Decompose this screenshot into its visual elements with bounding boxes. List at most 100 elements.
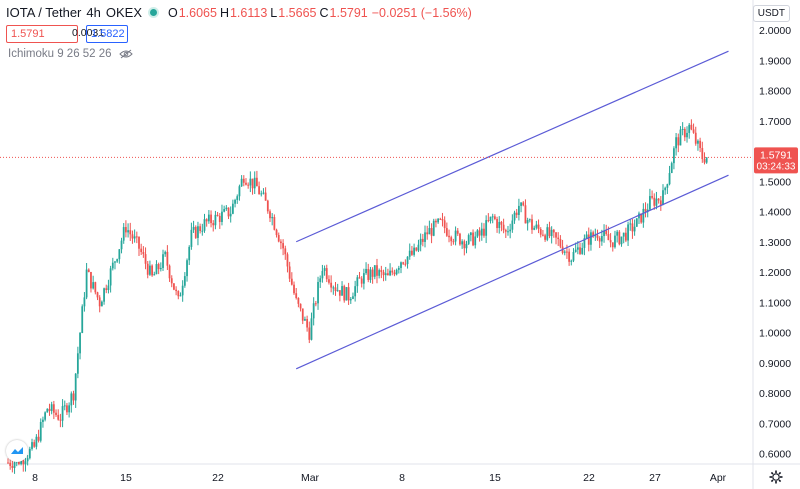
candle-body bbox=[411, 250, 413, 255]
close-label: C bbox=[319, 5, 329, 20]
candle-body bbox=[443, 220, 446, 229]
x-tick-label: Apr bbox=[710, 472, 727, 484]
candle-body bbox=[607, 234, 610, 241]
x-tick-label: 22 bbox=[583, 472, 595, 484]
candle-body bbox=[651, 196, 653, 198]
candle-body bbox=[293, 284, 295, 294]
candle-body bbox=[116, 259, 119, 262]
candle-body bbox=[146, 263, 149, 275]
candle-body bbox=[135, 236, 138, 238]
candle-body bbox=[328, 279, 330, 283]
candle-body bbox=[264, 192, 267, 201]
candle-body bbox=[9, 462, 12, 466]
candle-body bbox=[275, 229, 278, 236]
candle-body bbox=[483, 228, 485, 236]
channel-upper-line[interactable] bbox=[295, 50, 729, 243]
eye-off-icon[interactable] bbox=[118, 49, 133, 59]
buy-price-button[interactable]: 1.5822 bbox=[86, 25, 128, 43]
candle-body bbox=[7, 462, 9, 464]
time-axis[interactable]: 8 15 22 Mar 8 15 22 27 Apr bbox=[32, 472, 727, 484]
sell-price-button[interactable]: 1.5791 bbox=[6, 25, 78, 43]
candle-body bbox=[668, 173, 671, 185]
candle-body bbox=[323, 268, 326, 271]
candle-body bbox=[35, 436, 38, 447]
candle-body bbox=[114, 261, 116, 263]
candle-body bbox=[214, 214, 217, 226]
candle-body bbox=[72, 393, 75, 401]
candle-body bbox=[120, 240, 123, 250]
channel-lower-line[interactable] bbox=[295, 174, 729, 370]
x-tick-label: 15 bbox=[120, 472, 132, 484]
candle-body bbox=[703, 159, 706, 163]
candle-body bbox=[498, 221, 501, 229]
candle-body bbox=[424, 232, 426, 242]
candle-body bbox=[94, 282, 97, 293]
candle-body bbox=[341, 286, 343, 296]
tradingview-logo-icon[interactable] bbox=[6, 440, 28, 462]
candle-body bbox=[103, 288, 105, 302]
candle-body bbox=[683, 128, 686, 138]
candle-body bbox=[376, 265, 378, 276]
y-tick-label: 0.9000 bbox=[759, 358, 791, 370]
candle-body bbox=[629, 223, 632, 225]
candle-body bbox=[352, 296, 354, 299]
candle-body bbox=[640, 213, 643, 223]
symbol-name[interactable]: IOTA / Tether bbox=[6, 5, 82, 20]
candle-body bbox=[600, 236, 603, 242]
candle-body bbox=[138, 236, 140, 249]
candle-body bbox=[22, 458, 25, 465]
y-tick-label: 1.7000 bbox=[759, 116, 791, 128]
candle-body bbox=[605, 230, 608, 235]
candle-body bbox=[675, 137, 677, 149]
currency-button[interactable]: USDT bbox=[752, 5, 790, 22]
candle-body bbox=[507, 231, 509, 233]
candle-body bbox=[594, 235, 597, 237]
candle-body bbox=[133, 236, 136, 239]
candle-body bbox=[345, 287, 348, 301]
candle-body bbox=[467, 235, 470, 244]
candle-body bbox=[273, 217, 276, 230]
candle-body bbox=[537, 224, 540, 229]
candle-body bbox=[393, 272, 396, 275]
candle-body bbox=[395, 269, 398, 275]
candle-body bbox=[321, 270, 324, 279]
candle-body bbox=[286, 254, 289, 267]
indicator-name: Ichimoku 9 26 52 26 bbox=[8, 48, 112, 60]
settings-gear-icon[interactable] bbox=[769, 470, 783, 484]
candle-body bbox=[491, 216, 494, 218]
price-tag-countdown: 03:24:33 bbox=[757, 161, 796, 172]
candle-body bbox=[387, 273, 389, 276]
candle-body bbox=[356, 277, 359, 287]
candle-body bbox=[520, 202, 522, 206]
candle-body bbox=[20, 458, 22, 465]
candle-body bbox=[555, 232, 557, 238]
candle-body bbox=[426, 232, 429, 235]
y-tick-label: 1.8000 bbox=[759, 86, 791, 98]
y-tick-label: 0.7000 bbox=[759, 418, 791, 430]
indicator-legend[interactable]: Ichimoku 9 26 52 26 bbox=[8, 48, 133, 60]
candle-body bbox=[28, 448, 31, 459]
low-label: L bbox=[270, 5, 278, 20]
candle-body bbox=[258, 186, 260, 195]
candle-body bbox=[170, 278, 173, 284]
candle-body bbox=[590, 232, 592, 245]
candle-body bbox=[452, 241, 455, 243]
candle-body bbox=[194, 226, 197, 238]
candle-body bbox=[450, 237, 453, 242]
x-tick-label: 27 bbox=[649, 472, 661, 484]
price-axis[interactable]: 2.00001.90001.80001.70001.60001.50001.40… bbox=[759, 25, 791, 461]
candle-body bbox=[611, 242, 614, 248]
candle-body bbox=[299, 303, 302, 309]
candle-body bbox=[533, 227, 536, 230]
interval[interactable]: 4h bbox=[86, 5, 101, 20]
candle-body bbox=[197, 226, 199, 238]
candle-body bbox=[100, 301, 103, 307]
candle-body bbox=[325, 268, 328, 280]
candle-body bbox=[539, 228, 542, 235]
candle-body bbox=[216, 214, 219, 216]
candle-body bbox=[489, 216, 492, 221]
candle-body bbox=[461, 241, 464, 245]
candle-body bbox=[245, 182, 247, 185]
candle-body bbox=[284, 248, 287, 255]
